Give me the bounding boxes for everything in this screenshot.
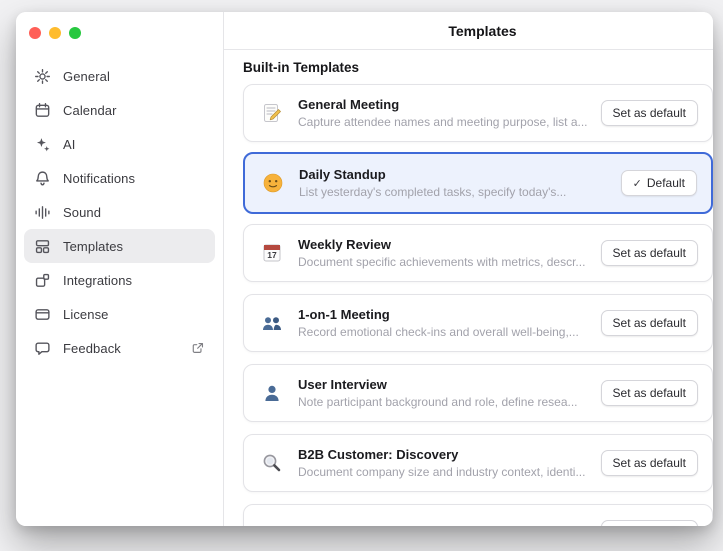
- template-description: Document company size and industry conte…: [298, 465, 586, 479]
- sidebar: General Calendar AI Notifications Sound Templ…: [16, 12, 223, 526]
- template-card[interactable]: User Interview Note participant backgroun…: [243, 364, 713, 422]
- template-description: List yesterday's completed tasks, specif…: [299, 185, 567, 199]
- template-name: User Interview: [298, 377, 387, 392]
- traffic-lights: [24, 27, 215, 39]
- sidebar-item-integrations[interactable]: Integrations: [24, 263, 215, 297]
- templates-content: Built-in Templates General Meeting Captur…: [224, 50, 713, 526]
- layout-icon: [34, 238, 51, 255]
- template-name: B2B Customer: Discovery: [298, 447, 459, 462]
- titlebar: Templates: [224, 12, 713, 50]
- button-label: Set as default: [612, 106, 686, 120]
- template-card[interactable]: 1-on-1 Meeting Record emotional check-ins…: [243, 294, 713, 352]
- sidebar-item-label: Integrations: [63, 272, 133, 288]
- smiley-icon: [260, 172, 286, 194]
- plane-icon: [259, 522, 285, 526]
- sidebar-item-label: Feedback: [63, 340, 121, 356]
- sidebar-item-notifications[interactable]: Notifications: [24, 161, 215, 195]
- template-card[interactable]: Daily Standup List yesterday's completed …: [243, 152, 713, 214]
- external-link-icon: [191, 341, 205, 355]
- sidebar-item-sound[interactable]: Sound: [24, 195, 215, 229]
- button-label: Set as default: [612, 456, 686, 470]
- sidebar-item-label: AI: [63, 136, 76, 152]
- template-description: Record emotional check-ins and overall w…: [298, 325, 579, 339]
- sidebar-item-label: Sound: [63, 204, 102, 220]
- card-icon: [34, 306, 51, 323]
- sidebar-item-templates[interactable]: Templates: [24, 229, 215, 263]
- button-label: Default: [646, 176, 685, 190]
- template-description: Document specific achievements with metr…: [298, 255, 586, 269]
- person-icon: [259, 382, 285, 404]
- speech-bubble-icon: [34, 340, 51, 357]
- template-card[interactable]: B2B Customer: Pilot Set as default: [243, 504, 713, 526]
- check-icon: ✓: [632, 177, 642, 190]
- waveform-icon: [34, 204, 51, 221]
- default-badge-button[interactable]: ✓ Default: [620, 170, 697, 196]
- template-card[interactable]: General Meeting Capture attendee names an…: [243, 84, 713, 142]
- section-heading: Built-in Templates: [243, 60, 360, 75]
- template-card[interactable]: 17 Weekly Review Document specific achieve…: [243, 224, 713, 282]
- template-name: B2B Customer: Pilot: [298, 526, 588, 527]
- set-as-default-button[interactable]: Set as default: [600, 310, 698, 336]
- set-as-default-button[interactable]: Set as default: [600, 100, 698, 126]
- sidebar-item-label: Calendar: [63, 102, 117, 118]
- two-people-icon: [259, 312, 285, 334]
- sparkles-icon: [34, 136, 51, 153]
- template-name: Daily Standup: [299, 167, 386, 182]
- sidebar-item-label: Templates: [63, 238, 124, 254]
- sidebar-item-general[interactable]: General: [24, 59, 215, 93]
- set-as-default-button[interactable]: Set as default: [600, 240, 698, 266]
- sidebar-item-feedback[interactable]: Feedback: [24, 331, 215, 365]
- page-title: Templates: [448, 22, 517, 39]
- calendar17-icon: 17: [259, 242, 285, 264]
- memo-icon: [259, 102, 285, 124]
- minimize-button[interactable]: [49, 27, 61, 39]
- sidebar-nav: General Calendar AI Notifications Sound Templ…: [24, 59, 215, 365]
- calendar-icon: [34, 102, 51, 119]
- bell-icon: [34, 170, 51, 187]
- sidebar-item-license[interactable]: License: [24, 297, 215, 331]
- set-as-default-button[interactable]: Set as default: [600, 380, 698, 406]
- zoom-button[interactable]: [69, 27, 81, 39]
- template-name: General Meeting: [298, 97, 400, 112]
- button-label: Set as default: [612, 246, 686, 260]
- settings-window: General Calendar AI Notifications Sound Templ…: [16, 12, 713, 526]
- template-name: Weekly Review: [298, 237, 391, 252]
- sidebar-item-label: Notifications: [63, 170, 136, 186]
- svg-text:17: 17: [267, 250, 277, 260]
- template-list: General Meeting Capture attendee names an…: [243, 84, 713, 526]
- magnifier-icon: [259, 452, 285, 474]
- button-label: Set as default: [612, 316, 686, 330]
- template-card[interactable]: B2B Customer: Discovery Document company …: [243, 434, 713, 492]
- close-button[interactable]: [29, 27, 41, 39]
- template-description: Note participant background and role, de…: [298, 395, 578, 409]
- template-description: Capture attendee names and meeting purpo…: [298, 115, 588, 129]
- gear-icon: [34, 68, 51, 85]
- template-name: 1-on-1 Meeting: [298, 307, 390, 322]
- set-as-default-button[interactable]: Set as default: [600, 450, 698, 476]
- blocks-icon: [34, 272, 51, 289]
- sidebar-item-calendar[interactable]: Calendar: [24, 93, 215, 127]
- sidebar-item-label: License: [63, 306, 109, 322]
- sidebar-item-label: General: [63, 68, 110, 84]
- set-as-default-button[interactable]: Set as default: [600, 520, 698, 526]
- sidebar-item-ai[interactable]: AI: [24, 127, 215, 161]
- button-label: Set as default: [612, 386, 686, 400]
- main-panel: Templates Built-in Templates General Mee…: [223, 12, 713, 526]
